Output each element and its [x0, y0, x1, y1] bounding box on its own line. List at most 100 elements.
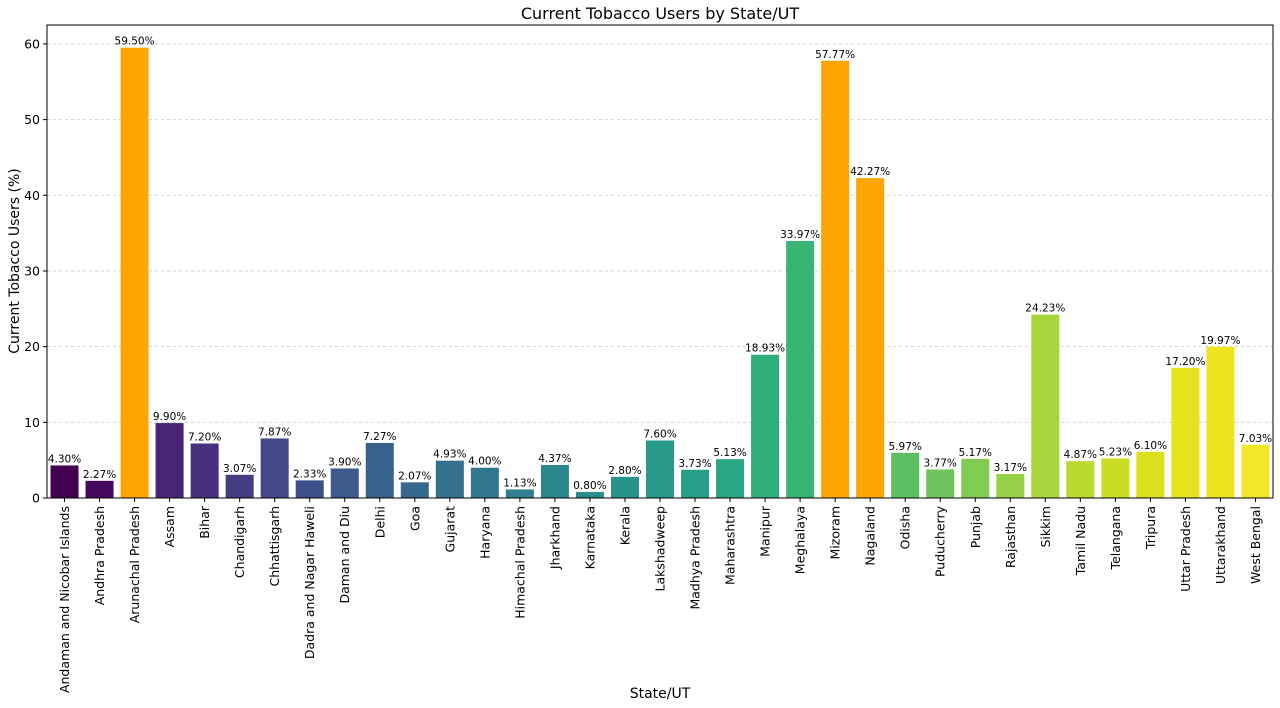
- x-tick-label: Telangana: [1108, 506, 1123, 570]
- x-tick-label: Goa: [407, 506, 422, 531]
- bar: [1136, 451, 1165, 498]
- x-tick-label: Tamil Nadu: [1073, 506, 1088, 576]
- data-label: 5.13%: [713, 447, 746, 459]
- bar: [330, 468, 359, 498]
- bars: [50, 47, 1270, 499]
- bar: [1241, 444, 1270, 498]
- x-tick-label: Manipur: [758, 505, 773, 557]
- bar: [470, 467, 499, 498]
- gridlines: [47, 43, 1273, 423]
- data-label: 7.20%: [188, 432, 221, 444]
- bar: [540, 464, 569, 498]
- x-tick-label: Lakshadweep: [653, 506, 668, 591]
- x-axis: Andaman and Nicobar Islands Andhra Prades…: [57, 498, 1263, 693]
- data-label: 24.23%: [1025, 303, 1065, 315]
- data-label: 4.00%: [468, 456, 501, 468]
- data-label: 7.87%: [258, 426, 291, 438]
- bar: [85, 480, 114, 498]
- bar: [400, 482, 429, 498]
- data-label: 5.97%: [889, 441, 922, 453]
- bar: [155, 423, 184, 498]
- data-label: 5.23%: [1099, 446, 1132, 458]
- y-tick-label: 0: [32, 491, 40, 506]
- data-label: 4.87%: [1064, 449, 1097, 461]
- bar: [260, 438, 289, 498]
- data-label: 1.13%: [503, 477, 536, 489]
- data-label: 4.30%: [48, 453, 81, 465]
- data-label: 7.27%: [363, 431, 396, 443]
- data-label: 3.77%: [924, 457, 957, 469]
- y-tick-label: 60: [24, 36, 40, 51]
- x-tick-label: Kerala: [617, 506, 632, 545]
- data-label: 33.97%: [780, 229, 820, 241]
- data-label: 7.60%: [643, 428, 676, 440]
- data-label: 57.77%: [815, 49, 855, 61]
- x-tick-label: Haryana: [477, 506, 492, 559]
- bar: [786, 240, 815, 498]
- data-label: 5.17%: [959, 447, 992, 459]
- data-label: 3.07%: [223, 463, 256, 475]
- data-labels: 4.30%2.27% 59.50% 9.90%7.20% 3.07% 7.87% 2.33…: [48, 36, 1272, 492]
- x-tick-label: Dadra and Nagar Haweli: [302, 506, 317, 659]
- data-label: 4.37%: [538, 453, 571, 465]
- data-label: 6.10%: [1134, 440, 1167, 452]
- x-tick-label: Karnataka: [582, 506, 597, 569]
- bar: [505, 489, 534, 498]
- y-tick-label: 50: [24, 112, 40, 127]
- bar: [50, 465, 79, 498]
- bar: [1066, 461, 1095, 498]
- x-tick-label: Arunachal Pradesh: [127, 506, 142, 623]
- x-tick-label: Rajasthan: [1003, 506, 1018, 568]
- x-tick-label: Mizoram: [828, 506, 843, 559]
- data-label: 18.93%: [745, 343, 785, 355]
- bar: [1031, 314, 1060, 498]
- y-tick-label: 20: [24, 339, 40, 354]
- y-axis: 0 10 20 30 40 50 60: [24, 36, 47, 506]
- x-tick-label: Andaman and Nicobar Islands: [57, 506, 72, 693]
- bar: [1206, 346, 1235, 498]
- data-label: 3.90%: [328, 456, 361, 468]
- x-tick-label: Punjab: [968, 506, 983, 548]
- bar: [435, 460, 464, 498]
- bar: [190, 443, 219, 498]
- bar: [961, 458, 990, 498]
- bar: [1101, 458, 1130, 498]
- x-tick-label: Madhya Pradesh: [688, 506, 703, 610]
- bar: [365, 442, 394, 498]
- bar: [891, 452, 920, 498]
- y-axis-label: Current Tobacco Users (%): [7, 168, 23, 354]
- x-tick-label: Nagaland: [863, 506, 878, 566]
- y-tick-label: 10: [24, 415, 40, 430]
- x-tick-label: Bihar: [197, 505, 212, 539]
- x-tick-label: Uttarakhand: [1213, 506, 1228, 584]
- x-tick-label: Jharkhand: [547, 506, 562, 570]
- x-tick-label: Uttar Pradesh: [1178, 506, 1193, 592]
- data-label: 2.07%: [398, 470, 431, 482]
- y-tick-label: 30: [24, 263, 40, 278]
- bar: [926, 469, 955, 498]
- data-label: 7.03%: [1239, 433, 1272, 445]
- bar: [856, 178, 885, 498]
- x-tick-label: Gujarat: [442, 506, 457, 553]
- data-label: 0.80%: [573, 480, 606, 492]
- data-label: 2.80%: [608, 465, 641, 477]
- x-axis-label: State/UT: [630, 686, 691, 702]
- x-tick-label: Puducherry: [933, 505, 948, 577]
- data-label: 4.93%: [433, 449, 466, 461]
- chart-title: Current Tobacco Users by State/UT: [521, 4, 800, 23]
- bar: [225, 474, 254, 498]
- bar: [751, 354, 780, 498]
- bar: [610, 476, 639, 498]
- data-label: 2.33%: [293, 468, 326, 480]
- bar: [645, 440, 675, 498]
- bar: [575, 491, 604, 498]
- x-tick-label: Maharashtra: [723, 506, 738, 585]
- plot-frame: [46, 24, 1274, 499]
- x-tick-label: Himachal Pradesh: [512, 506, 527, 619]
- x-tick-label: Chandigarh: [232, 506, 247, 578]
- bar: [996, 474, 1025, 498]
- y-tick-label: 40: [24, 188, 40, 203]
- x-tick-label: Daman and Diu: [337, 506, 352, 604]
- bar: [1171, 367, 1200, 498]
- bar: [120, 47, 149, 498]
